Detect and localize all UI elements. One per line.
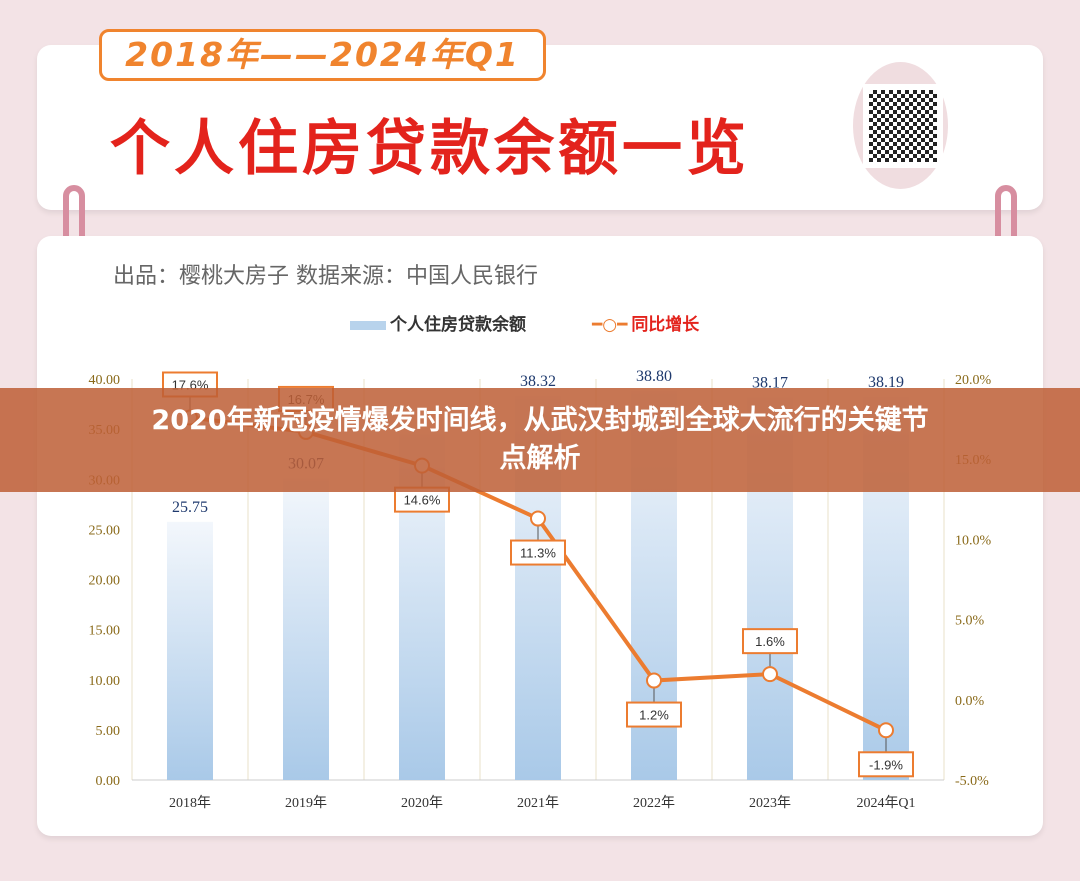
right-tick-label: 20.0% (955, 373, 992, 388)
overlay-banner: 2020年新冠疫情爆发时间线，从武汉封城到全球大流行的关键节 点解析 (0, 388, 1080, 492)
x-tick-label: 2022年 (633, 795, 675, 811)
left-tick-label: 15.00 (89, 624, 121, 639)
growth-label-box (858, 751, 914, 778)
line-point (646, 672, 662, 689)
right-tick-label: 10.0% (955, 533, 992, 548)
growth-label: -1.9% (869, 757, 903, 772)
growth-label: 11.3% (520, 546, 556, 561)
period-badge: 2018年——2024年Q1 (99, 29, 546, 81)
left-tick-label: 40.00 (89, 373, 121, 388)
left-tick-label: 10.00 (89, 674, 121, 689)
legend-bar: 个人住房贷款余额 (350, 310, 526, 335)
legend-line-label: 同比增长 (631, 315, 700, 335)
line-point (762, 666, 778, 683)
x-tick-label: 2023年 (749, 795, 791, 811)
right-tick-label: -5.0% (955, 774, 989, 789)
left-tick-label: 5.00 (96, 724, 121, 739)
source-text: 出品：樱桃大房子 数据来源：中国人民银行 (113, 264, 538, 289)
legend-line: ━○━ 同比增长 (592, 310, 699, 335)
left-tick-label: 20.00 (89, 574, 121, 589)
left-tick-label: 25.00 (89, 523, 121, 538)
line-point (530, 510, 546, 527)
bar-value-label: 25.75 (172, 499, 208, 516)
line-point (878, 722, 894, 739)
legend-line-swatch: ━○━ (592, 315, 628, 335)
bar-value-label: 38.80 (636, 368, 672, 385)
legend-bar-label: 个人住房贷款余额 (390, 315, 526, 335)
x-tick-label: 2024年Q1 (856, 795, 915, 811)
growth-label-box (626, 701, 682, 728)
qr-code-icon (863, 84, 943, 168)
bar (167, 521, 213, 780)
growth-label-box (510, 539, 566, 566)
bar-value-label: 38.32 (520, 373, 556, 390)
growth-label: 14.6% (404, 493, 441, 508)
x-tick-label: 2020年 (401, 795, 443, 811)
bar-value-label: 38.19 (868, 374, 904, 391)
banner-line-2: 点解析 (499, 443, 581, 474)
x-tick-label: 2018年 (169, 795, 211, 811)
legend-bar-swatch (350, 321, 386, 330)
growth-label-box (742, 628, 798, 655)
right-tick-label: 5.0% (955, 614, 985, 629)
bar-value-label: 38.17 (752, 374, 788, 391)
page-title: 个人住房贷款余额一览 (110, 114, 750, 184)
bar (283, 478, 329, 780)
x-tick-label: 2019年 (285, 795, 327, 811)
banner-line-1: 2020年新冠疫情爆发时间线，从武汉封城到全球大流行的关键节 (151, 405, 929, 436)
growth-label: 1.6% (755, 634, 785, 649)
right-tick-label: 0.0% (955, 694, 985, 709)
left-tick-label: 0.00 (96, 774, 121, 789)
growth-label: 1.2% (639, 708, 669, 723)
x-tick-label: 2021年 (517, 795, 559, 811)
